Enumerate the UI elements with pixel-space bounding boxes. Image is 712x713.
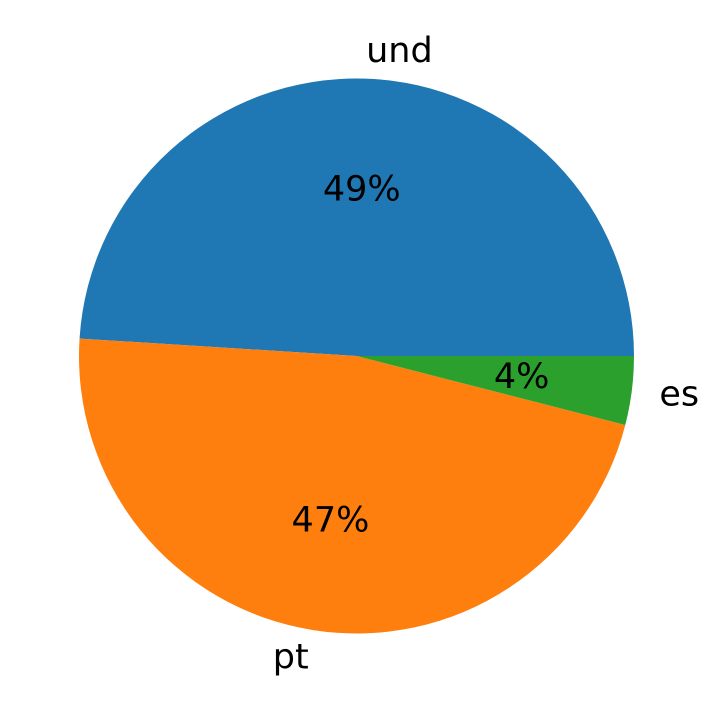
pie-category-label-es: es [659, 374, 699, 414]
pie-pct-label-es: 4% [494, 357, 550, 397]
pie-slice-es [356, 356, 634, 426]
pie-category-label-pt: pt [273, 637, 309, 677]
pie-category-label-und: und [366, 31, 433, 71]
pie-slice-pt [79, 338, 626, 634]
pie-labels: 49% und 47% pt 4% es [273, 31, 699, 678]
pie-slice-und [79, 78, 634, 356]
pie-pct-label-und: 49% [323, 170, 401, 210]
pie-slices [79, 78, 634, 634]
pie-pct-label-pt: 47% [292, 500, 370, 540]
